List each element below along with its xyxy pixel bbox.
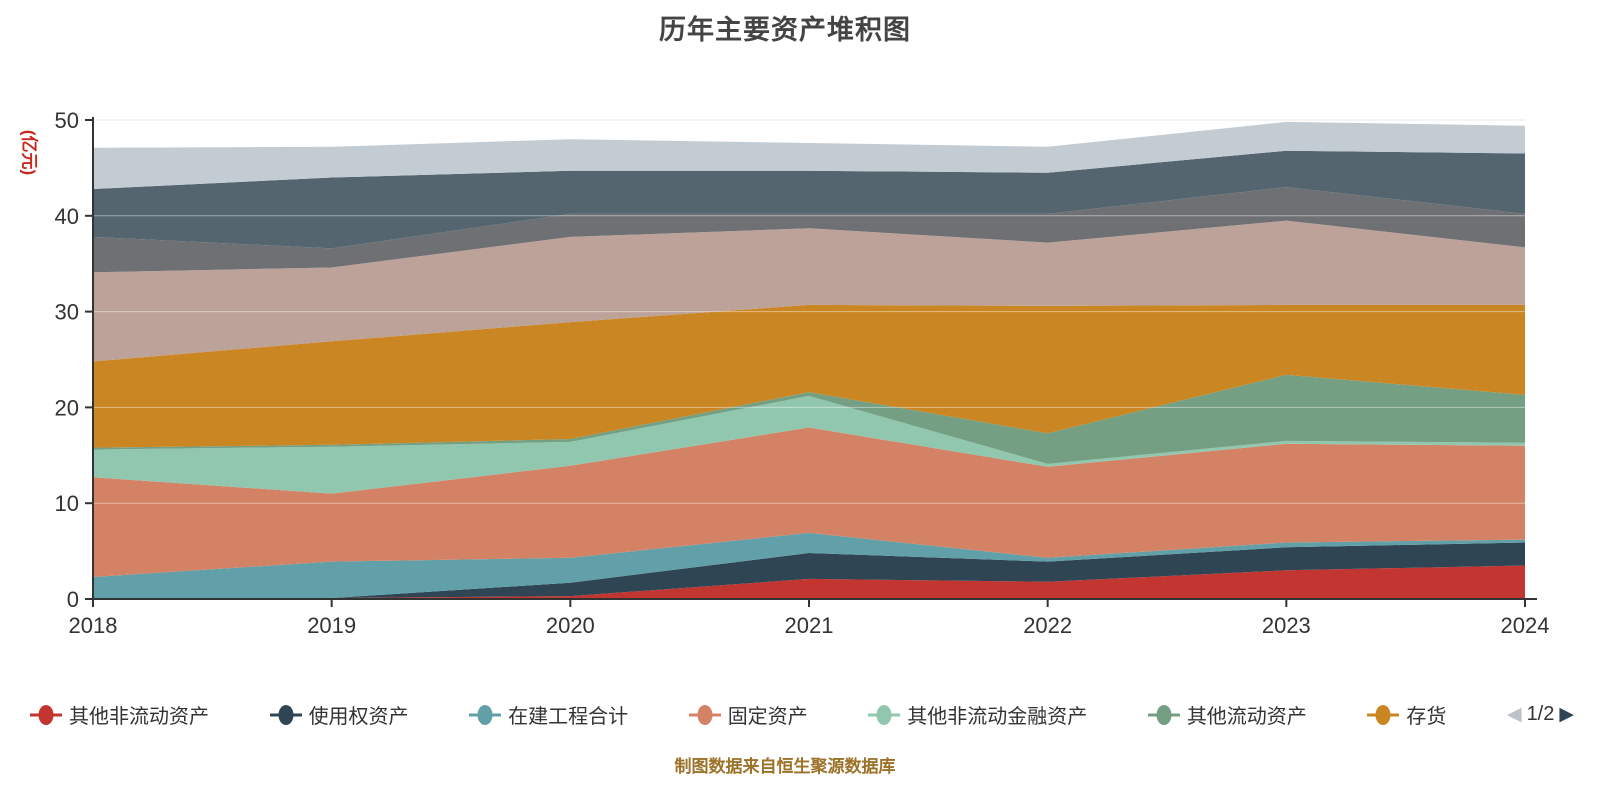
legend-line-circle-icon: [1147, 704, 1180, 725]
legend-label: 其他非流动金融资产: [907, 706, 1088, 728]
legend-label: 固定资产: [727, 706, 808, 728]
legend-pager: ◀ 1/2 ▶: [1507, 703, 1574, 726]
area-固定资产[interactable]: [93, 427, 1525, 578]
legend-label: 存货: [1406, 706, 1447, 728]
legend-item-使用权资产[interactable]: 使用权资产: [269, 700, 409, 729]
area-series-10[interactable]: [93, 150, 1525, 249]
x-axis-label-2018: 2018: [69, 613, 118, 638]
legend-label: 其他流动资产: [1186, 706, 1307, 728]
y-axis-label-30: 30: [55, 300, 79, 325]
legend-line-circle-icon: [30, 704, 62, 725]
legend-label: 其他非流动资产: [69, 706, 209, 728]
legend-item-在建工程合计[interactable]: 在建工程合计: [469, 700, 628, 729]
area-在建工程合计[interactable]: [93, 532, 1525, 599]
y-axis-label-10: 10: [55, 491, 79, 516]
legend-line-circle-icon: [868, 704, 901, 725]
area-其他流动资产[interactable]: [93, 374, 1525, 464]
chart-title: 历年主要资产堆积图: [659, 15, 911, 45]
legend-pager-next-icon[interactable]: ▶: [1559, 704, 1574, 725]
stacked-area-chart[interactable]: 0 10 20 30 40 50 2018 2019 2020 2021 2022 2023 2024: [0, 0, 1600, 660]
legend: 其他非流动资产 使用权资产 在建工程合计 固定资产 其他非流动金融资产 其他流动资产 存货 ◀…: [0, 700, 1600, 729]
x-axis-label-2020: 2020: [546, 613, 595, 638]
legend-line-circle-icon: [688, 704, 721, 725]
area-series-9[interactable]: [93, 187, 1525, 273]
area-使用权资产[interactable]: [93, 542, 1525, 600]
x-axis-label-2019: 2019: [307, 613, 356, 638]
legend-item-其他流动资产[interactable]: 其他流动资产: [1147, 700, 1307, 729]
area-series-8[interactable]: [93, 220, 1525, 362]
area-其他非流动资产[interactable]: [93, 565, 1525, 600]
x-axis-label-2023: 2023: [1262, 613, 1311, 638]
x-axis-label-2022: 2022: [1023, 613, 1072, 638]
legend-item-其他非流动资产[interactable]: 其他非流动资产: [30, 700, 209, 729]
legend-line-circle-icon: [469, 704, 502, 725]
legend-line-circle-icon: [1367, 704, 1400, 725]
legend-line-circle-icon: [269, 704, 302, 725]
legend-item-其他非流动金融资产[interactable]: 其他非流动金融资产: [868, 700, 1087, 729]
area-series-11[interactable]: [93, 121, 1525, 189]
legend-pager-indicator: 1/2: [1526, 703, 1555, 725]
legend-label: 使用权资产: [308, 706, 409, 728]
legend-label: 在建工程合计: [508, 706, 629, 728]
y-axis-label-20: 20: [55, 395, 79, 420]
legend-item-固定资产[interactable]: 固定资产: [688, 700, 808, 729]
x-axis-label-2021: 2021: [785, 613, 834, 638]
area-存货[interactable]: [93, 304, 1525, 448]
y-axis-unit-label: (亿元): [19, 129, 39, 176]
legend-item-存货[interactable]: 存货: [1367, 700, 1446, 729]
y-axis-label-40: 40: [55, 204, 79, 229]
y-axis-label-0: 0: [67, 587, 79, 612]
legend-pager-prev-icon[interactable]: ◀: [1506, 704, 1522, 725]
x-axis-label-2024: 2024: [1501, 613, 1550, 638]
data-source-note: 制图数据来自恒生聚源数据库: [674, 757, 896, 776]
area-其他非流动金融资产[interactable]: [93, 395, 1525, 494]
y-axis-label-50: 50: [55, 108, 79, 133]
